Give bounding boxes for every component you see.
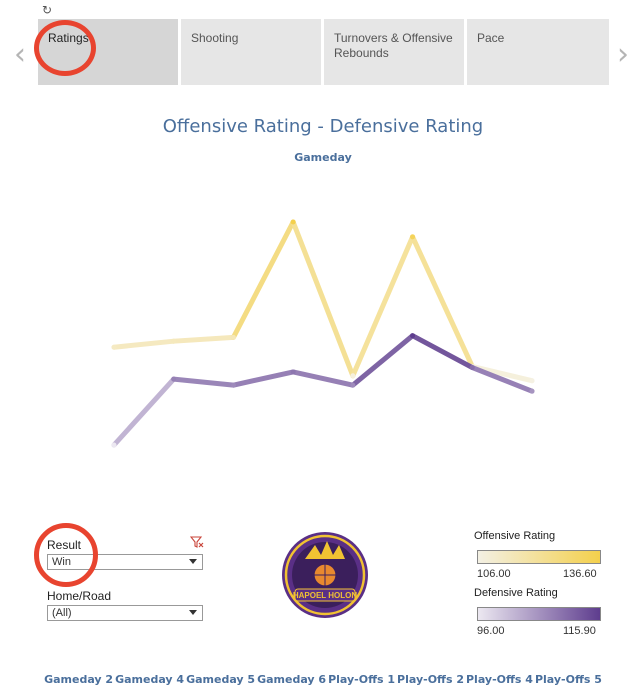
- gameday-link[interactable]: Play-Offs 2: [397, 673, 464, 686]
- offensive-rating-point[interactable]: [290, 219, 296, 225]
- offensive-rating-point[interactable]: [410, 234, 416, 240]
- defensive-rating-point[interactable]: [350, 382, 356, 388]
- tab-turnovers[interactable]: Turnovers & Offensive Rebounds: [324, 19, 464, 85]
- gameday-link[interactable]: Gameday 2: [44, 673, 114, 686]
- offensive-rating-point[interactable]: [350, 373, 356, 379]
- gameday-link[interactable]: Play-Offs 5: [534, 673, 602, 686]
- home-road-filter-label: Home/Road: [47, 589, 112, 603]
- defensive-legend-title: Defensive Rating: [474, 587, 558, 599]
- defensive-rating-line-segment: [469, 365, 535, 394]
- offensive-rating-point[interactable]: [529, 378, 535, 384]
- defensive-legend-max: 115.90: [563, 625, 596, 637]
- tab-pace[interactable]: Pace: [467, 19, 609, 85]
- offensive-rating-point[interactable]: [111, 344, 117, 350]
- offensive-rating-line-segment: [171, 334, 236, 344]
- next-arrow-icon[interactable]: ›: [617, 37, 629, 72]
- story-tabs: Ratings Shooting Turnovers & Offensive R…: [38, 19, 609, 85]
- offensive-legend-max: 136.60: [563, 568, 597, 580]
- offensive-legend-bar: [477, 550, 601, 564]
- defensive-rating-point[interactable]: [469, 365, 475, 371]
- offensive-rating-line-segment: [290, 219, 356, 379]
- offensive-rating-point[interactable]: [171, 338, 177, 344]
- offensive-rating-line-segment: [111, 338, 177, 350]
- defensive-rating-point[interactable]: [171, 376, 177, 382]
- logo-text: HAPOEL HOLON: [293, 591, 358, 600]
- chevron-down-icon: [189, 559, 197, 564]
- gameday-links: Gameday 2 Gameday 4 Gameday 5 Gameday 6 Play…: [0, 673, 640, 686]
- defensive-rating-point[interactable]: [529, 388, 535, 394]
- offensive-legend-min: 106.00: [477, 568, 511, 580]
- gameday-link[interactable]: Gameday 4: [115, 673, 185, 686]
- team-logo: HAPOEL HOLON: [282, 532, 368, 618]
- tab-shooting[interactable]: Shooting: [181, 19, 321, 85]
- offensive-rating-line-segment: [230, 219, 296, 340]
- defensive-rating-point[interactable]: [290, 369, 296, 375]
- gameday-link[interactable]: Play-Offs 1: [328, 673, 396, 686]
- gameday-link[interactable]: Gameday 6: [257, 673, 327, 686]
- chart-title: Offensive Rating - Defensive Rating: [162, 116, 484, 137]
- defensive-rating-line-segment: [171, 376, 236, 388]
- offensive-rating-line-segment: [350, 234, 416, 379]
- defensive-rating-line-segment: [350, 333, 416, 388]
- defensive-rating-point[interactable]: [410, 333, 416, 339]
- defensive-rating-line-segment: [290, 369, 356, 388]
- defensive-rating-point[interactable]: [111, 442, 117, 448]
- defensive-rating-point[interactable]: [230, 382, 236, 388]
- chart-subtitle: Gameday: [294, 151, 352, 164]
- rating-line-chart: [111, 219, 535, 448]
- reset-icon[interactable]: ↻: [42, 3, 53, 17]
- chevron-down-icon: [189, 610, 197, 615]
- clear-filter-icon[interactable]: [190, 535, 204, 549]
- defensive-rating-line-segment: [410, 333, 475, 371]
- ratings-tab-highlight: [34, 20, 96, 76]
- defensive-legend-bar: [477, 607, 601, 621]
- result-filter-highlight: [34, 523, 98, 587]
- defensive-legend-min: 96.00: [477, 625, 505, 637]
- home-road-select-value: (All): [52, 607, 72, 619]
- gameday-link[interactable]: Play-Offs 4: [466, 673, 533, 686]
- previous-arrow-icon[interactable]: ‹: [14, 37, 26, 72]
- offensive-rating-point[interactable]: [230, 334, 236, 340]
- defensive-rating-line-segment: [111, 376, 177, 448]
- offensive-rating-line-segment: [410, 234, 475, 369]
- defensive-rating-line-segment: [230, 369, 296, 388]
- offensive-legend-title: Offensive Rating: [474, 530, 556, 542]
- gameday-link[interactable]: Gameday 5: [186, 673, 256, 686]
- home-road-select[interactable]: (All): [47, 605, 203, 621]
